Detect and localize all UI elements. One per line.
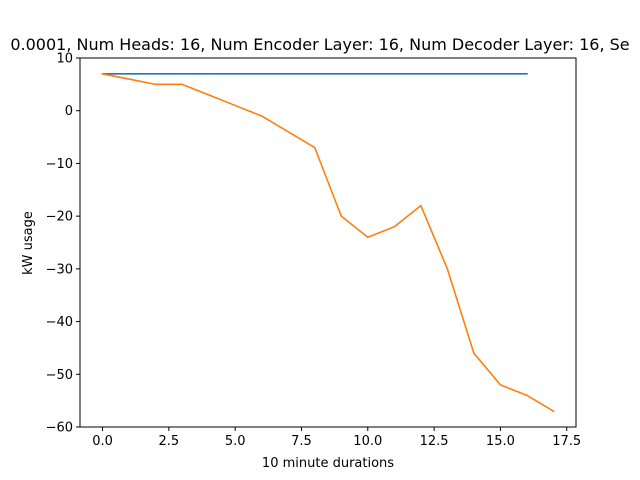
- y-tick-label: −50: [46, 368, 73, 383]
- chart-title: 0.0001, Num Heads: 16, Num Encoder Layer…: [10, 35, 629, 54]
- x-tick-label: 2.5: [159, 434, 180, 449]
- x-tick-label: 17.5: [552, 434, 581, 449]
- x-tick-label: 15.0: [486, 434, 515, 449]
- x-tick-label: 5.0: [225, 434, 246, 449]
- y-tick-label: 10: [56, 52, 73, 67]
- y-tick-label: −40: [46, 315, 73, 330]
- x-tick-label: 10.0: [353, 434, 382, 449]
- x-tick-label: 12.5: [420, 434, 449, 449]
- series-line-2: [101, 72, 555, 413]
- y-tick-label: −20: [46, 210, 73, 225]
- y-tick-label: −10: [46, 157, 73, 172]
- x-tick-label: 7.5: [291, 434, 312, 449]
- y-tick-label: −30: [46, 262, 73, 277]
- y-axis-label: kW usage: [21, 211, 36, 275]
- y-tick-label: 0: [65, 104, 73, 119]
- axes-layer: 0.0 2.5 5.0 7.5 10.0 12.5 15.0 17.5 10 0 −10 −20 −30…: [46, 52, 582, 450]
- plot-frame: [79, 57, 577, 428]
- series-layer: [101, 72, 555, 413]
- y-tick-label: −60: [46, 421, 73, 436]
- x-axis-label: 10 minute durations: [262, 456, 394, 471]
- x-tick-label: 0.0: [92, 434, 113, 449]
